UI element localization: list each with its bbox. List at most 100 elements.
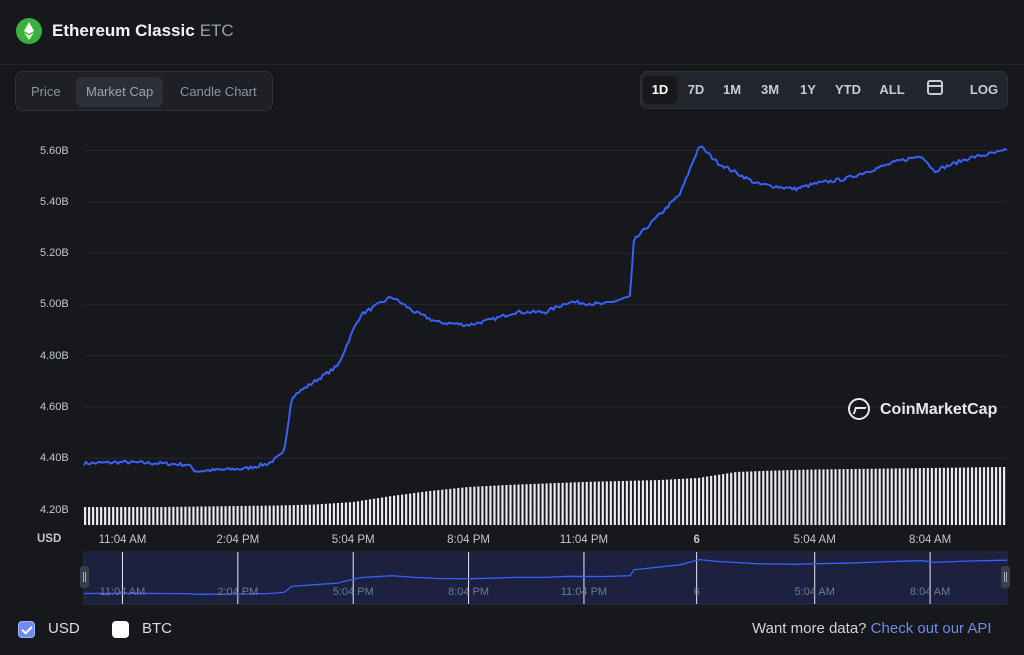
volume-bar — [549, 483, 552, 525]
volume-bar — [304, 504, 307, 525]
volume-bar — [236, 506, 239, 525]
volume-bar — [445, 489, 448, 525]
volume-bar — [569, 482, 572, 525]
volume-bar — [521, 484, 524, 525]
range-1m[interactable]: 1M — [722, 82, 742, 97]
volume-bar — [822, 469, 825, 525]
volume-bar — [730, 472, 733, 525]
volume-bar — [986, 467, 990, 525]
volume-bar — [990, 467, 994, 525]
range-1d[interactable]: 1D — [643, 76, 677, 104]
x-tick-label: 2:04 PM — [216, 534, 260, 546]
volume-bar — [264, 505, 267, 525]
volume-bar — [790, 470, 793, 525]
x-tick-label: 5:04 AM — [793, 534, 836, 546]
volume-bar — [116, 507, 119, 525]
volume-bar — [397, 495, 400, 525]
usd-checkbox[interactable] — [18, 621, 35, 638]
volume-bar — [481, 486, 484, 525]
volume-bar — [224, 506, 227, 525]
volume-bar — [168, 506, 171, 525]
volume-bar — [581, 482, 584, 525]
volume-bar — [974, 467, 978, 525]
volume-bar — [124, 507, 127, 525]
volume-bar — [653, 480, 657, 525]
volume-bar — [348, 502, 352, 525]
navigator-tick-label: 11:04 PM — [560, 586, 608, 598]
volume-bar — [958, 467, 962, 525]
range-3m[interactable]: 3M — [760, 82, 780, 97]
volume-bar — [320, 504, 323, 525]
volume-bar — [890, 468, 893, 525]
volume-bar — [208, 506, 211, 525]
volume-bar — [697, 477, 701, 525]
volume-bar — [982, 467, 986, 525]
tab-price[interactable]: Price — [31, 84, 61, 99]
volume-bar — [280, 505, 283, 525]
api-link[interactable]: Check out our API — [870, 620, 992, 637]
navigator-left-handle[interactable] — [80, 566, 89, 588]
volume-bar — [425, 491, 428, 525]
volume-bar — [617, 481, 620, 525]
range-1y[interactable]: 1Y — [800, 82, 816, 97]
range-7d[interactable]: 7D — [687, 82, 705, 97]
volume-bar — [938, 467, 941, 525]
volume-bar — [669, 479, 673, 525]
volume-bar — [842, 469, 845, 525]
volume-bar — [188, 506, 191, 525]
log-scale-toggle[interactable]: LOG — [969, 82, 999, 97]
tab-market-cap[interactable]: Market Cap — [76, 77, 164, 107]
volume-bar — [352, 501, 356, 525]
btc-checkbox[interactable] — [112, 621, 129, 638]
volume-bar — [597, 481, 600, 525]
volume-bar — [786, 470, 789, 525]
volume-bar — [421, 491, 424, 525]
volume-bar — [918, 468, 921, 525]
volume-bar — [92, 507, 95, 525]
volume-bar — [858, 468, 861, 525]
volume-bar — [332, 503, 336, 525]
navigator-tick-label: 8:04 PM — [448, 586, 490, 598]
volume-bar — [384, 496, 388, 525]
calendar-icon[interactable] — [927, 80, 943, 95]
range-ytd[interactable]: YTD — [835, 82, 861, 97]
volume-bar — [738, 471, 741, 525]
volume-bar — [300, 504, 303, 525]
volume-bar — [156, 507, 159, 525]
volume-bar — [469, 486, 472, 525]
navigator-tick-label: 11:04 AM — [99, 586, 146, 598]
volume-bar — [497, 485, 500, 525]
volume-bar — [256, 505, 259, 525]
volume-bar — [308, 504, 311, 525]
volume-bar — [429, 490, 432, 525]
volume-bar — [794, 469, 797, 525]
x-tick-label: 5:04 PM — [331, 534, 375, 546]
volume-bar — [742, 471, 745, 525]
volume-bar — [84, 507, 87, 525]
volume-bar — [625, 480, 628, 525]
navigator-right-handle[interactable] — [1001, 566, 1010, 588]
volume-bar — [661, 479, 665, 525]
tab-candle-chart[interactable]: Candle Chart — [180, 84, 257, 99]
volume-bar — [272, 505, 275, 525]
volume-bar — [726, 473, 729, 525]
volume-bar — [276, 505, 279, 525]
volume-bar — [100, 507, 103, 525]
volume-bar — [854, 468, 857, 525]
volume-bar — [718, 474, 721, 525]
volume-bar — [922, 468, 925, 525]
volume-bar — [978, 467, 982, 525]
range-all[interactable]: ALL — [879, 82, 905, 97]
volume-bar — [641, 480, 645, 525]
navigator-tick-label: 8:04 AM — [909, 586, 951, 598]
volume-bar — [946, 467, 950, 525]
volume-bar — [593, 481, 596, 525]
volume-bar — [838, 469, 841, 525]
volume-bar — [232, 506, 235, 525]
volume-bar — [966, 467, 970, 525]
volume-bar — [870, 468, 873, 525]
volume-bar — [184, 506, 187, 525]
volume-bar — [88, 507, 91, 525]
volume-bar — [826, 469, 829, 525]
volume-bar — [485, 486, 488, 525]
